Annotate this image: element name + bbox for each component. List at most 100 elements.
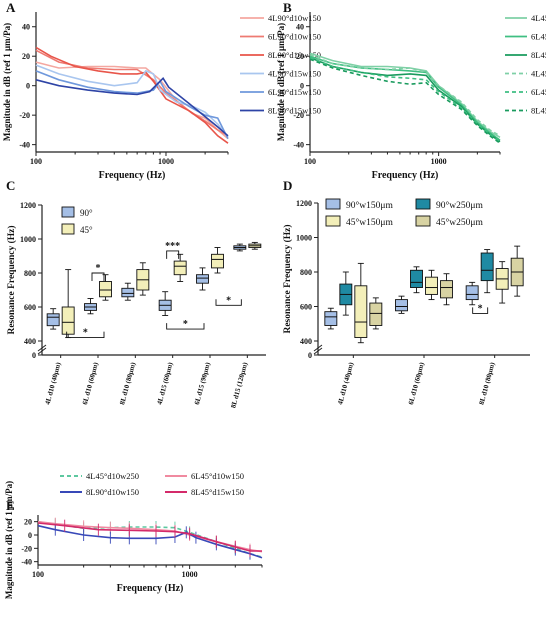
box	[440, 280, 453, 299]
panel-label: D	[283, 178, 292, 193]
legend-label: 8L90°d10w150	[268, 50, 321, 60]
series-line-6	[35, 77, 229, 137]
legend-label: 4L90°d10w150	[268, 13, 321, 23]
significance-label: ***	[165, 241, 180, 252]
y-tick-label: 400	[24, 337, 36, 346]
legend-label: 8L90°d15w150	[268, 106, 321, 116]
significance-label: *	[83, 328, 88, 339]
legend-label: 90°w150μm	[346, 200, 394, 211]
y-tick-label: 20	[24, 518, 32, 527]
series-line-2	[35, 49, 229, 137]
axis-break-mark	[313, 344, 323, 352]
y-tick-label: 0	[26, 82, 30, 91]
y-tick-label: 600	[300, 303, 312, 312]
legend-label: 4L45°d10w150	[531, 13, 546, 23]
y-tick-label: -20	[19, 111, 30, 120]
x-axis-label: Frequency (Hz)	[117, 583, 184, 594]
y-axis-label: Magnitude in dB (ref 1 μm/Pa)	[276, 23, 286, 141]
legend-label: 45°w150μm	[346, 217, 394, 228]
series-line-4	[35, 64, 229, 138]
legend-label: 4L45°d10w250	[531, 69, 546, 79]
legend-swatch	[325, 198, 341, 210]
legend-swatch	[415, 215, 431, 227]
legend-label: 45°w250μm	[436, 217, 484, 228]
legend-label: 4L90°d15w150	[268, 69, 321, 79]
x-tick-label: 8L d10 (80μm)	[118, 361, 137, 406]
y-tick-label: 600	[24, 303, 36, 312]
box	[354, 285, 368, 338]
significance-label: *	[478, 303, 483, 314]
y-tick-label: 40	[296, 23, 304, 32]
x-tick-label: 4L d10 (40μm)	[336, 361, 355, 406]
legend-swatch	[415, 198, 431, 210]
box	[173, 260, 187, 276]
significance-label: *	[183, 319, 188, 330]
x-axis-label: Frequency (Hz)	[372, 170, 439, 181]
box	[480, 252, 494, 282]
y-tick-label: 800	[300, 268, 312, 277]
axis-break-mark	[313, 347, 323, 355]
box	[324, 311, 338, 326]
legend-label: 8L45°d10w150	[531, 50, 546, 60]
panel-label: A	[6, 0, 16, 15]
x-tick-label: 1000	[431, 157, 447, 166]
x-tick-label: 1000	[182, 570, 198, 579]
series-line-5	[309, 56, 501, 143]
box	[46, 313, 60, 327]
panel-label: C	[6, 178, 15, 193]
y-tick-label: 20	[296, 52, 304, 61]
x-tick-label: 100	[32, 570, 44, 579]
panel-label: E	[6, 498, 15, 513]
legend-swatch	[61, 206, 75, 218]
x-axis-label: Frequency (Hz)	[99, 170, 166, 181]
legend-label: 8L45°d15w150	[191, 487, 244, 497]
legend-label: 6L45°d10w150	[531, 32, 546, 42]
box	[211, 253, 224, 269]
legend-label: 45°	[80, 225, 93, 235]
x-tick-label: 100	[30, 157, 42, 166]
y-tick-label: 0	[300, 82, 304, 91]
legend-label: 6L45°d10w150	[191, 471, 244, 481]
series-line-5	[35, 70, 229, 140]
box	[395, 299, 408, 312]
y-tick-label: -40	[19, 141, 30, 150]
x-tick-label: 1000	[158, 157, 174, 166]
y-axis-label: Magnitude in dB (ref 1 μm/Pa)	[2, 23, 12, 141]
y-axis-label: Resonance Frequency (Hz)	[282, 224, 293, 333]
y-tick-label: 1200	[296, 199, 312, 208]
x-tick-label: 4L d10 (40μm)	[44, 361, 63, 406]
panel-d: D 0 400 600 800 1000 1200 Resonance Frequency (…	[282, 178, 530, 406]
x-tick-label: 4L d15 (60μm)	[156, 361, 175, 406]
y-tick-label: -40	[21, 558, 32, 567]
significance-label: *	[96, 263, 101, 274]
box	[465, 285, 479, 301]
series-line-6	[309, 58, 501, 144]
y-tick-label: 40	[22, 23, 30, 32]
x-tick-label: 100	[304, 157, 316, 166]
legend-label: 90°	[80, 208, 93, 218]
significance-bracket	[66, 331, 105, 339]
significance-bracket	[166, 323, 205, 330]
legend-label: 6L90°d15w150	[268, 87, 321, 97]
y-tick-label: 400	[300, 337, 312, 346]
series-line-4	[309, 53, 501, 137]
x-tick-label: 6L d10 (60μm)	[81, 361, 100, 406]
y-tick-label: -20	[21, 544, 32, 553]
legend-label: 8L45°d10w250	[531, 106, 546, 116]
legend-label: 8L90°d10w150	[86, 487, 139, 497]
legend-label: 6L90°d10w150	[268, 32, 321, 42]
significance-bracket	[91, 272, 105, 281]
y-tick-label: 0	[308, 351, 312, 360]
box	[369, 302, 383, 326]
y-tick-label: 800	[24, 269, 36, 278]
panel-label: B	[283, 0, 292, 15]
series-line-3	[35, 46, 229, 144]
y-tick-label: 1000	[20, 235, 36, 244]
y-tick-label: -40	[293, 141, 304, 150]
x-tick-label: 8L d15 (120μm)	[229, 361, 249, 409]
box	[196, 274, 209, 284]
y-tick-label: 20	[22, 52, 30, 61]
